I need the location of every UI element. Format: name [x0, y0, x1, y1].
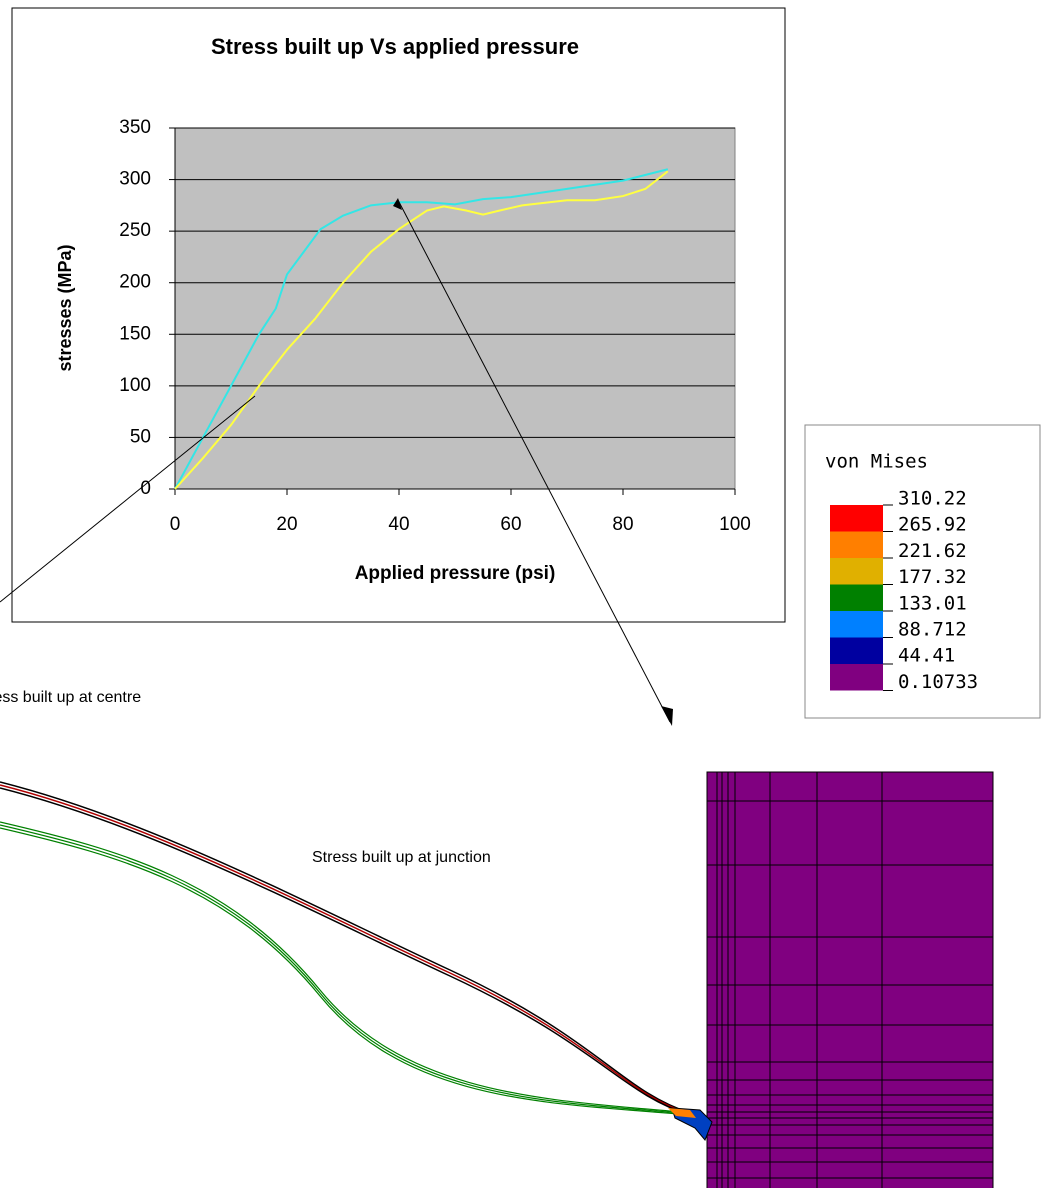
- x-tick-label: 20: [276, 514, 297, 535]
- legend-level: 44.41: [898, 645, 955, 667]
- contour-legend-title: von Mises: [825, 451, 928, 473]
- x-tick-label: 60: [500, 514, 521, 535]
- x-tick-label: 100: [719, 514, 751, 535]
- page: Stress built up Vs applied pressure Appl…: [0, 0, 1042, 1188]
- shell-inner: [0, 825, 690, 1114]
- shell-inner: [0, 828, 690, 1115]
- y-tick-label: 350: [119, 117, 151, 138]
- y-tick-label: 100: [119, 375, 151, 396]
- legend-swatch: [830, 558, 883, 585]
- x-axis-title: Applied pressure (psi): [355, 563, 556, 584]
- y-tick-label: 250: [119, 220, 151, 241]
- y-tick-label: 50: [130, 426, 151, 447]
- shell-outer: [0, 782, 690, 1113]
- legend-swatch: [830, 505, 883, 532]
- legend-swatch: [830, 611, 883, 638]
- shell-outer: [0, 788, 690, 1115]
- annotation: Stress built up at centre: [0, 689, 141, 706]
- x-tick-label: 0: [170, 514, 181, 535]
- legend-level: 265.92: [898, 514, 967, 536]
- legend-level: 88.712: [898, 619, 967, 641]
- legend-level: 133.01: [898, 592, 967, 614]
- y-axis-title: stresses (MPa): [55, 244, 75, 371]
- chart-title: Stress built up Vs applied pressure: [211, 34, 579, 59]
- legend-swatch: [830, 664, 883, 691]
- y-tick-label: 200: [119, 272, 151, 293]
- y-tick-label: 150: [119, 323, 151, 344]
- legend-level: 221.62: [898, 540, 967, 562]
- mesh-block: [707, 772, 993, 1188]
- legend-level: 310.22: [898, 488, 967, 510]
- legend-level: 0.10733: [898, 671, 978, 693]
- legend-swatch: [830, 532, 883, 559]
- y-tick-label: 300: [119, 169, 151, 190]
- arrow-head: [661, 706, 673, 726]
- x-tick-label: 80: [612, 514, 633, 535]
- x-tick-label: 40: [388, 514, 409, 535]
- mesh-diagram: [0, 772, 993, 1188]
- legend-swatch: [830, 638, 883, 665]
- legend-level: 177.32: [898, 566, 967, 588]
- legend-swatch: [830, 585, 883, 612]
- annotation: Stress built up at junction: [312, 849, 491, 866]
- shell-outer: [0, 785, 690, 1114]
